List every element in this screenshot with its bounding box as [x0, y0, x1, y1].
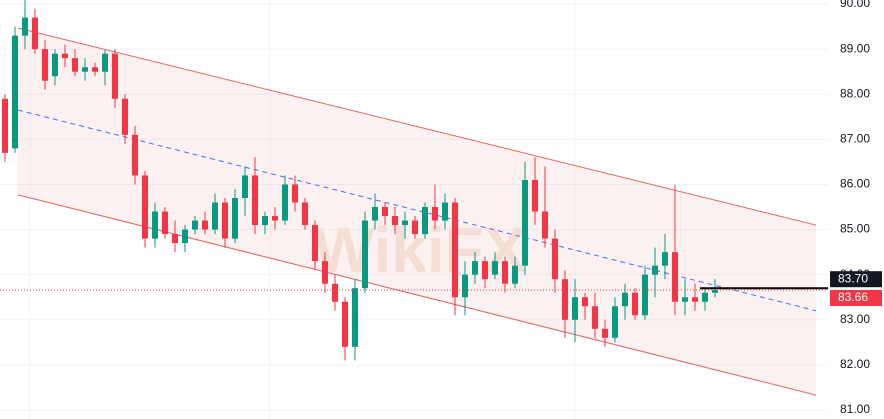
y-tick-label: 87.00 — [840, 132, 870, 146]
y-tick-label: 89.00 — [840, 41, 870, 55]
candle-body — [582, 297, 588, 307]
candle-body — [672, 252, 678, 302]
candle-body — [482, 261, 488, 280]
candle-body — [412, 220, 418, 235]
candle-body — [432, 207, 438, 221]
candle-body — [382, 207, 388, 217]
candle-body — [352, 288, 358, 347]
candle-body — [152, 211, 158, 239]
candle-body — [642, 274, 648, 316]
candle-body — [522, 179, 528, 266]
candle-body — [652, 265, 658, 275]
candle-body — [102, 53, 108, 72]
candle-body — [92, 67, 98, 72]
candle-body — [682, 297, 688, 302]
y-tick-label: 82.00 — [840, 357, 870, 371]
candle-body — [252, 175, 258, 226]
candle-body — [242, 175, 248, 198]
candle-body — [12, 35, 18, 149]
candle-body — [72, 58, 78, 72]
candle-body — [202, 220, 208, 230]
candle-body — [232, 197, 238, 239]
candle-body — [612, 306, 618, 338]
candle-body — [292, 184, 298, 203]
candle-body — [632, 292, 638, 316]
candle-body — [112, 53, 118, 99]
candle-body — [622, 292, 628, 307]
y-tick-label: 86.00 — [840, 177, 870, 191]
price-label: 83.70 — [838, 271, 868, 285]
candle-body — [172, 234, 178, 244]
channel-middle — [17, 109, 817, 312]
candle-body — [562, 279, 568, 320]
candle-body — [132, 134, 138, 176]
candle-body — [702, 292, 708, 302]
channel-upper — [17, 27, 817, 226]
y-tick-label: 88.00 — [840, 86, 870, 100]
candle-body — [442, 202, 448, 221]
candle-body — [372, 207, 378, 221]
channel-fill — [18, 27, 816, 396]
candle-body — [662, 252, 668, 266]
candle-body — [552, 238, 558, 280]
candle-body — [692, 297, 698, 302]
candle-body — [312, 225, 318, 262]
watermark: WikiFX — [314, 214, 527, 286]
candle-body — [302, 202, 308, 226]
candle-body — [222, 202, 228, 239]
candle-body — [122, 98, 128, 135]
candle-body — [462, 274, 468, 298]
candle-body — [422, 207, 428, 235]
candle-body — [2, 98, 8, 153]
candle-body — [332, 283, 338, 302]
candle-body — [502, 261, 508, 284]
candle-body — [572, 297, 578, 320]
candle-body — [272, 216, 278, 221]
y-tick-label: 81.00 — [840, 402, 870, 416]
y-tick-label: 90.00 — [840, 0, 870, 10]
candle-body — [322, 261, 328, 284]
candle-body — [472, 261, 478, 275]
candle-body — [532, 179, 538, 212]
candle-body — [492, 261, 498, 275]
candle-body — [542, 211, 548, 239]
candle-body — [262, 216, 268, 226]
channel-lower — [17, 194, 817, 396]
candle-body — [592, 306, 598, 329]
candle-body — [282, 184, 288, 221]
candle-body — [212, 202, 218, 230]
candle-body — [182, 229, 188, 244]
candle-body — [22, 17, 28, 36]
price-label-box — [830, 271, 882, 288]
candle-body — [82, 67, 88, 72]
candle-body — [452, 202, 458, 298]
candle-body — [392, 216, 398, 226]
candle-body — [32, 17, 38, 50]
candle-body — [142, 175, 148, 239]
candle-body — [42, 49, 48, 81]
y-tick-label: 83.00 — [840, 312, 870, 326]
candle-body — [342, 301, 348, 347]
candle-body — [402, 220, 408, 226]
last-price-box — [830, 290, 882, 307]
candle-body — [192, 220, 198, 230]
candle-body — [162, 211, 168, 235]
candle-body — [602, 328, 608, 338]
last-price-label: 83.66 — [838, 290, 868, 304]
candle-body — [362, 220, 368, 289]
y-tick-label: 85.00 — [840, 222, 870, 236]
candle-body — [712, 290, 718, 293]
candle-body — [62, 53, 68, 59]
candle-body — [52, 53, 58, 77]
candle-body — [512, 265, 518, 284]
